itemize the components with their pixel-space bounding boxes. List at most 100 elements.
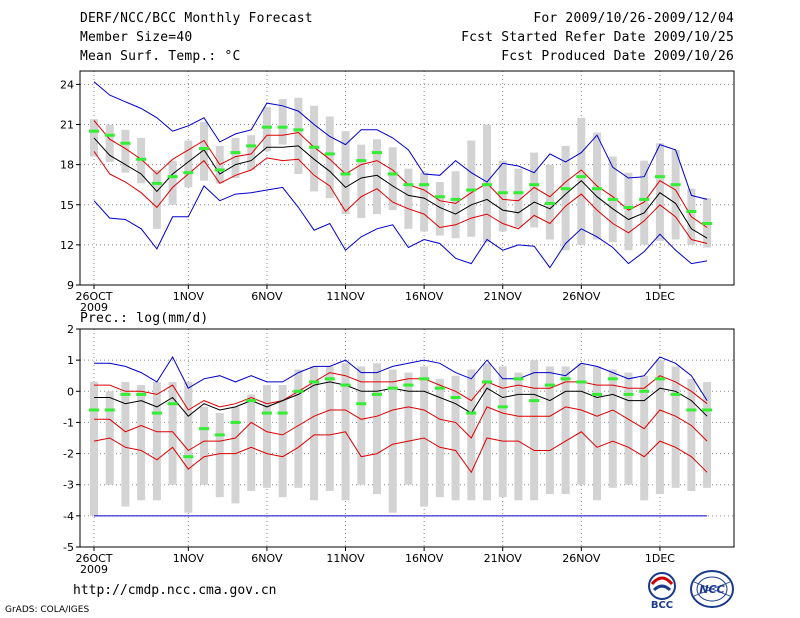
panel2-line-max — [94, 355, 708, 401]
panel2-median-marker — [183, 455, 194, 459]
panel1-median-marker — [607, 197, 618, 201]
panel2-box — [703, 381, 712, 488]
panel1-xtick-year: 2009 — [80, 301, 108, 314]
panel2-box — [545, 366, 554, 495]
panel2-median-marker — [702, 408, 713, 412]
panel1-line-mean-sd — [93, 151, 708, 244]
panel2-median-marker — [497, 405, 508, 409]
panel1-median-marker — [324, 152, 335, 156]
panel1-median-marker — [702, 221, 713, 225]
panel1-median-marker — [183, 171, 194, 175]
panel1-box — [498, 160, 507, 232]
bcc-logo-text: BCC — [651, 600, 673, 610]
panel1-ytick-label: 9 — [67, 279, 74, 292]
panel1-xtick-label: 11NOV — [326, 290, 365, 303]
panel2-median-marker — [340, 383, 351, 387]
panel1-median-marker — [167, 175, 178, 179]
panel2-xtick-year: 2009 — [80, 563, 108, 576]
forecast-period: For 2009/10/26-2009/12/04 — [533, 11, 734, 26]
panel1-box — [184, 140, 193, 188]
panel2-ytick-label: -3 — [63, 479, 74, 492]
panel2-box — [168, 381, 177, 485]
panel2-box — [498, 366, 507, 498]
forecast-produced-date: Fcst Produced Date 2009/10/26 — [501, 49, 734, 64]
panel2-median-marker — [371, 392, 382, 396]
panel1-xtick-label: 26OCT — [75, 290, 112, 303]
panel2-ytick-label: -4 — [63, 510, 74, 523]
panel1-box — [451, 171, 460, 239]
panel1-xtick-label: 21NOV — [484, 290, 523, 303]
panel2-box — [137, 385, 146, 501]
panel1-box — [388, 147, 397, 211]
panel2-median-marker — [434, 386, 445, 390]
panel1-box — [561, 145, 570, 251]
panel1-median-marker — [277, 125, 288, 129]
panel1-xtick-label: 1DEC — [645, 290, 675, 303]
panel2-box — [215, 413, 224, 498]
panel2-box — [451, 375, 460, 501]
panel2-box — [655, 360, 664, 495]
panel1-ytick-label: 21 — [60, 119, 74, 132]
panel1-box — [152, 169, 161, 229]
panel2-frame — [79, 328, 735, 548]
panel2-median-marker — [670, 392, 681, 396]
panel2-median-marker — [450, 396, 461, 400]
panel2-median-marker — [214, 433, 225, 437]
panel2-median-marker — [104, 408, 115, 412]
variable-label: Mean Surf. Temp.: °C — [80, 49, 241, 64]
panel2-ytick-label: 1 — [67, 354, 74, 367]
panel1-box — [200, 121, 209, 181]
panel2-box — [561, 366, 570, 495]
panel2-xtick-label: 6NOV — [251, 552, 283, 565]
panel2-ytick-label: 2 — [67, 323, 74, 336]
panel2-xtick-label: 26NOV — [562, 552, 601, 565]
panel1-median-marker — [230, 151, 241, 155]
website-url[interactable]: http://cmdp.ncc.cma.gov.cn — [73, 583, 277, 598]
panel2-xtick-label: 1DEC — [645, 552, 675, 565]
panel1-box — [90, 119, 98, 157]
panel1-median-marker — [309, 145, 320, 149]
panel1-median-marker — [482, 183, 492, 187]
panel1-median-marker — [136, 157, 147, 161]
panel2-median-marker — [167, 402, 178, 406]
panel1-median-marker — [104, 133, 115, 137]
panel2-box — [530, 360, 539, 501]
panel1-median-marker — [576, 175, 587, 179]
panel2-median-marker — [592, 392, 603, 396]
panel2-box — [325, 366, 334, 491]
panel1-median-marker — [670, 183, 681, 187]
panel1-ytick-label: 18 — [60, 159, 74, 172]
panel2-box — [184, 381, 193, 513]
panel1-median-marker — [214, 168, 225, 172]
panel2-xtick-label: 26OCT — [75, 552, 112, 565]
panel2-median-marker — [89, 408, 99, 412]
panel1-box — [231, 137, 240, 178]
panel2-box — [687, 378, 696, 491]
bcc-logo-icon: BCC — [648, 572, 676, 610]
panel1-median-marker — [340, 172, 351, 176]
panel1-box — [278, 99, 287, 145]
panel2-line-mean — [94, 381, 708, 417]
panel2-box — [624, 372, 633, 485]
panel2-median-marker — [419, 377, 430, 381]
panel2-median-marker — [356, 402, 367, 406]
forecast-started-date: Fcst Started Refer Date 2009/10/25 — [461, 30, 734, 45]
panel1-line-mean — [93, 137, 708, 239]
panel2-box — [90, 381, 98, 516]
panel2-box — [294, 369, 303, 488]
panel1-median-marker — [466, 188, 477, 192]
panel2-median-marker — [136, 392, 147, 396]
panel2-box — [310, 366, 319, 501]
panel2-xtick-label: 11NOV — [326, 552, 365, 565]
panel2-median-marker — [120, 392, 131, 396]
panel2-median-marker — [403, 383, 414, 387]
precip-panel-title: Prec.: log(mm/d) — [80, 311, 209, 326]
panel2-line-mean-sd — [94, 406, 708, 452]
panel1-median-marker — [513, 191, 524, 195]
panel1-xtick-label: 16NOV — [405, 290, 444, 303]
panel2-median-marker — [324, 377, 335, 381]
panel1-ytick-label: 12 — [60, 239, 74, 252]
panel2-median-marker — [387, 386, 398, 390]
panel1-median-marker — [497, 191, 508, 195]
